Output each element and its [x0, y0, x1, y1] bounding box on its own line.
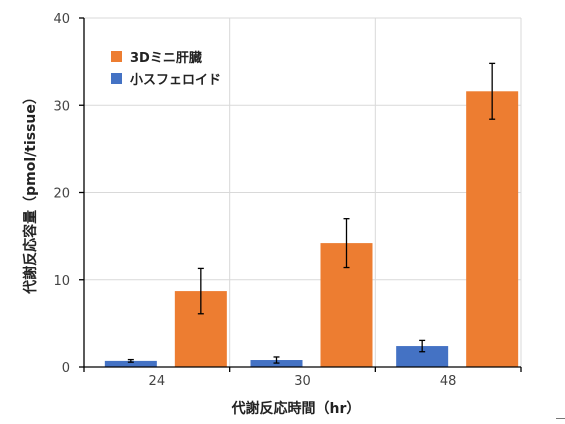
gridlines	[84, 17, 522, 367]
bar	[396, 346, 449, 367]
legend-swatch-0	[111, 51, 122, 62]
legend: 3Dミニ肝臓 小スフェロイド	[111, 50, 221, 88]
bar	[104, 360, 157, 367]
y-tick-label: 10	[53, 274, 70, 289]
axes	[79, 17, 522, 372]
y-tick-label: 0	[62, 361, 70, 376]
y-axis-title: 代謝反応容量（pmol/tissue）	[22, 90, 39, 295]
y-tick-label: 20	[53, 187, 70, 202]
corner-mark	[556, 418, 565, 419]
bars	[104, 91, 519, 367]
bar	[466, 91, 519, 367]
legend-label-0: 3Dミニ肝臓	[130, 50, 202, 66]
x-tick-label: 48	[440, 374, 457, 389]
x-axis-title: 代謝反応時間（hr）	[231, 400, 361, 417]
error-bars	[127, 62, 496, 364]
x-tick-label: 24	[149, 374, 166, 389]
legend-swatch-1	[111, 73, 122, 84]
y-tick-label: 40	[53, 12, 70, 27]
legend-label-1: 小スフェロイド	[130, 73, 221, 88]
tick-labels: 0 10 20 30 40 24 30 48	[53, 12, 456, 389]
x-tick-label: 30	[294, 374, 311, 389]
y-tick-label: 30	[53, 99, 70, 114]
